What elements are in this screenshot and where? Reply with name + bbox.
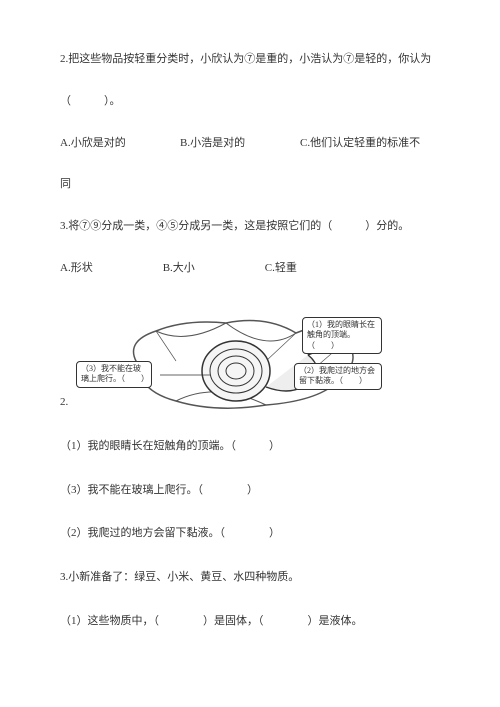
q3-option-b: B.大小 xyxy=(163,259,195,279)
statement-1: （1）我的眼睛长在短触角的顶端。（ ） xyxy=(60,437,440,457)
callout-3: （3）我不能在玻璃上爬行。（ ） xyxy=(76,361,152,388)
q3b-line2: （1）这些物质中，（ ）是固体，（ ）是液体。 xyxy=(60,612,440,632)
q3-option-c: C.轻重 xyxy=(265,259,297,279)
q3-text: 3.将⑦⑨分成一类，④⑤分成另一类，这是按照它们的（ ）分的。 xyxy=(60,217,440,237)
statement-3: （3）我不能在玻璃上爬行。（ ） xyxy=(60,481,440,501)
snail-figure: （1）我的眼睛长在触角的顶端。（ ） （2）我爬过的地方会留下黏液。（ ） （3… xyxy=(116,301,376,419)
callout-2: （2）我爬过的地方会留下黏液。（ ） xyxy=(294,363,382,390)
statement-2: （2）我爬过的地方会留下黏液。（ ） xyxy=(60,524,440,544)
q2-option-c-cont: 同 xyxy=(60,175,440,195)
q2-blank: （ ）。 xyxy=(60,92,440,112)
q3-option-a: A.形状 xyxy=(60,259,93,279)
callout-1: （1）我的眼睛长在触角的顶端。（ ） xyxy=(302,317,382,354)
q2-text: 2.把这些物品按轻重分类时，小欣认为⑦是重的，小浩认为⑦是轻的，你认为 xyxy=(60,50,440,70)
figure-row: 2. （1）我的眼睛长在触角的顶端。（ ） （2）我爬过的地方会留 xyxy=(60,301,440,419)
q3b-line1: 3.小新准备了：绿豆、小米、黄豆、水四种物质。 xyxy=(60,568,440,588)
figure-number: 2. xyxy=(60,301,78,419)
q2-option-c: C.他们认定轻重的标准不 xyxy=(300,134,440,154)
q2-options: A.小欣是对的 B.小浩是对的 C.他们认定轻重的标准不 xyxy=(60,134,440,154)
q3-options: A.形状 B.大小 C.轻重 xyxy=(60,259,440,279)
page: 2.把这些物品按轻重分类时，小欣认为⑦是重的，小浩认为⑦是轻的，你认为 （ ）。… xyxy=(0,0,500,696)
q2-option-a: A.小欣是对的 xyxy=(60,134,180,154)
q2-option-b: B.小浩是对的 xyxy=(180,134,300,154)
